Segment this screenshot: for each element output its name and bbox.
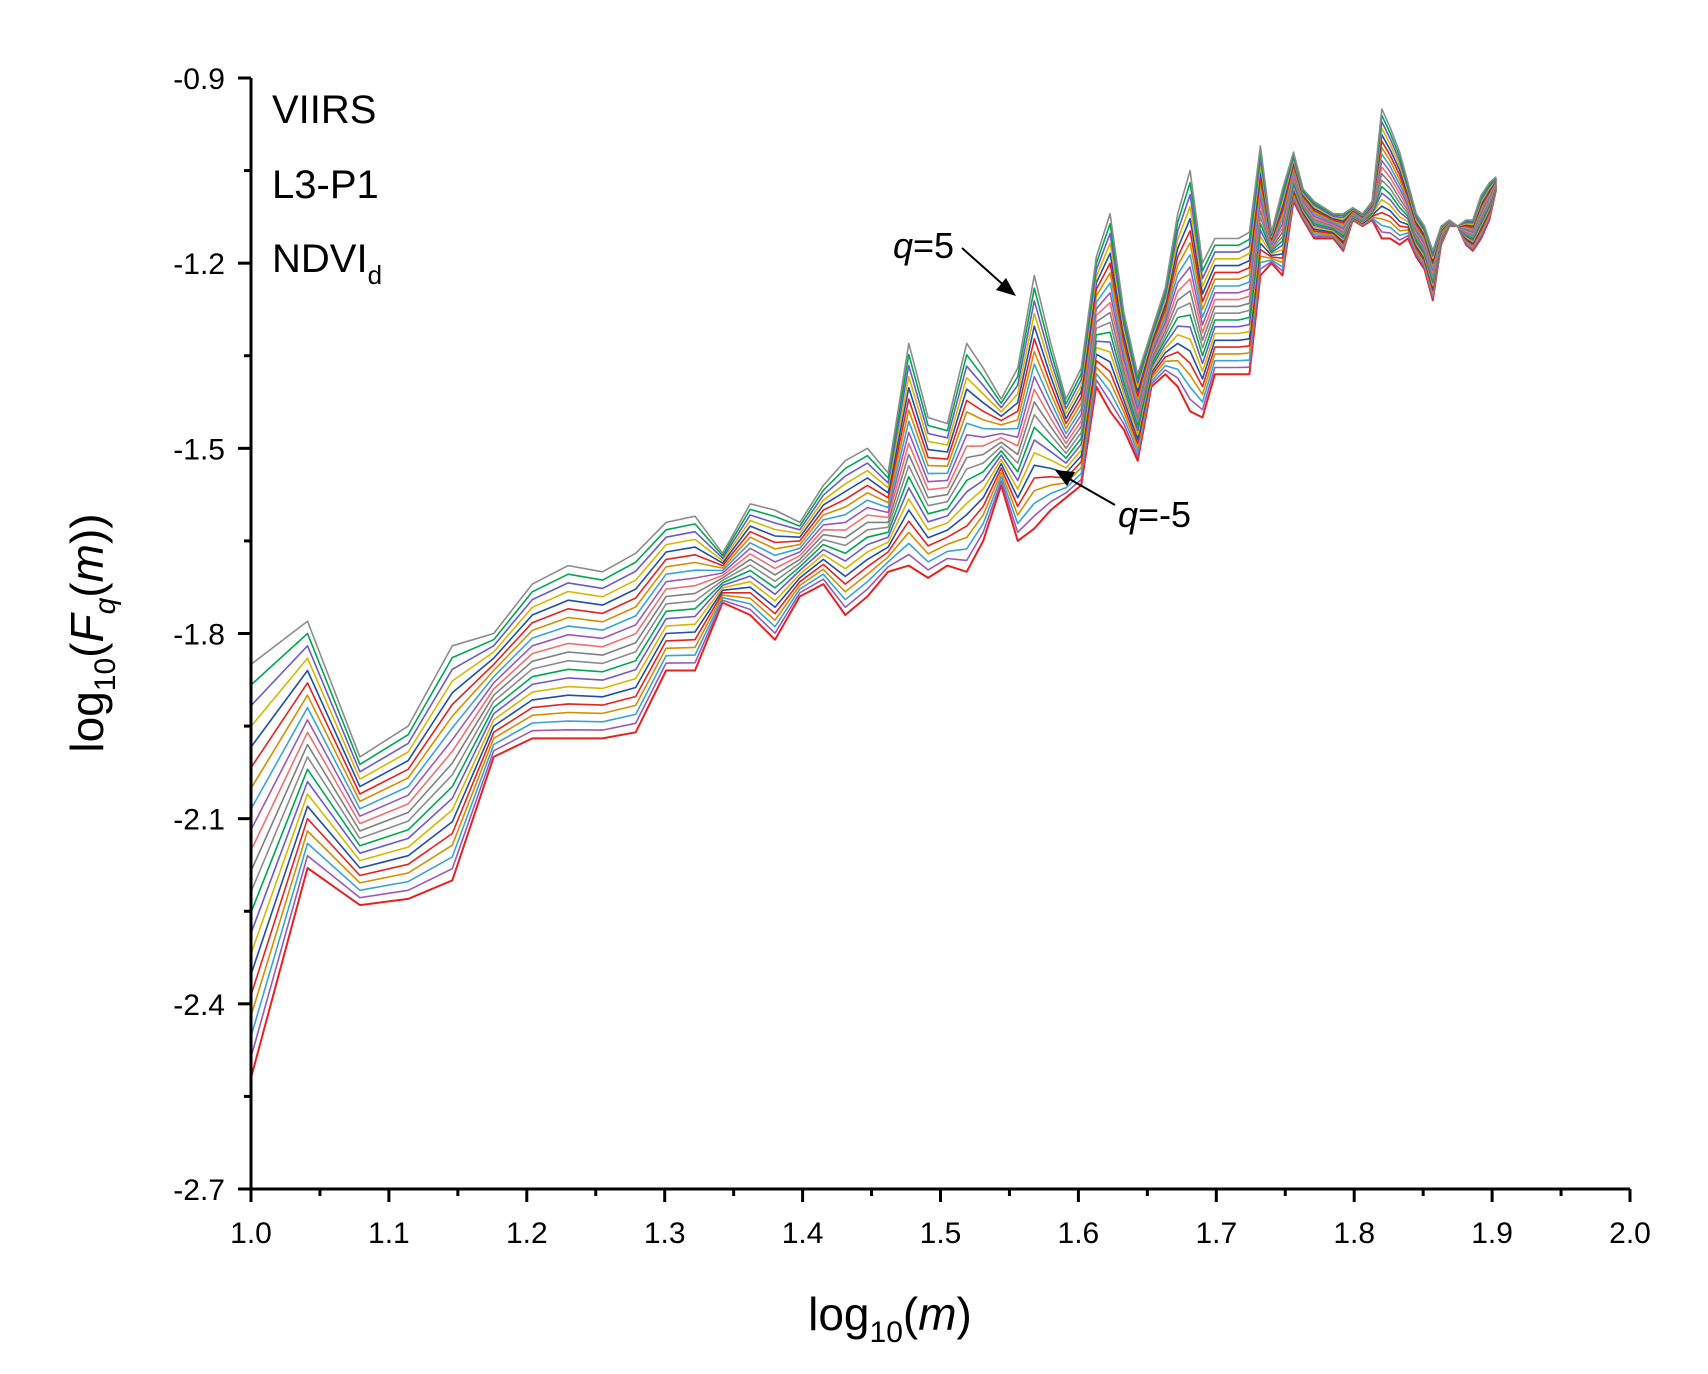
series-line-q-3.5 [250, 187, 1497, 1017]
q-max-arrowhead [996, 278, 1016, 296]
y-tick-label: -2.1 [173, 804, 225, 837]
series-line-q-5 [250, 188, 1498, 1079]
series-line-q0 [250, 172, 1497, 872]
y-tick-label: -1.2 [173, 248, 225, 281]
x-tick-label: 1.0 [230, 1217, 272, 1250]
q-max-arrow [961, 247, 1009, 290]
y-tick-label: -2.7 [173, 1174, 225, 1207]
q-min-label: q=-5 [1118, 494, 1191, 535]
x-ticks: 1.0 1.1 1.2 1.3 1.4 1.5 1.6 1.7 1.8 1.9 2.0 [230, 1189, 1651, 1250]
y-ticks: -0.9 -1.2 -1.5 -1.8 -2.1 -2.4 -2.7 [173, 63, 251, 1207]
x-axis-title: log10(m) [808, 1288, 972, 1349]
y-axis-title: log10(Fq(m)) [61, 513, 122, 752]
y-tick-label: -0.9 [173, 63, 225, 96]
series-line-q-3 [250, 186, 1497, 996]
x-tick-label: 1.4 [782, 1217, 824, 1250]
y-tick-label: -1.5 [173, 433, 225, 466]
q-min-arrowhead [1055, 470, 1075, 486]
annotation-line-3: NDVId [272, 237, 382, 290]
q-min-arrow [1065, 476, 1116, 506]
series-line-q2.5 [250, 140, 1497, 795]
series-line-q-1.5 [250, 183, 1497, 934]
x-tick-label: 1.9 [1471, 1217, 1513, 1250]
series-line-q5 [250, 108, 1497, 758]
x-tick-label: 2.0 [1609, 1217, 1651, 1250]
x-tick-label: 1.1 [368, 1217, 410, 1250]
series-group [250, 108, 1498, 1079]
annotation-line-2: L3-P1 [272, 163, 379, 207]
x-tick-label: 1.3 [644, 1217, 686, 1250]
q-max-label: q=5 [893, 225, 954, 266]
x-tick-label: 1.7 [1195, 1217, 1237, 1250]
x-tick-label: 1.8 [1333, 1217, 1375, 1250]
y-tick-label: -1.8 [173, 619, 225, 652]
y-tick-label: -2.4 [173, 989, 225, 1022]
dataset-annotation: VIIRS L3-P1 NDVId [272, 88, 382, 290]
x-tick-label: 1.5 [920, 1217, 962, 1250]
series-line-q3 [250, 134, 1497, 788]
series-line-q4 [250, 121, 1497, 773]
series-line-q-2.5 [250, 185, 1497, 975]
annotation-line-1: VIIRS [272, 88, 376, 132]
series-line-q-4 [250, 187, 1497, 1037]
x-tick-label: 1.2 [506, 1217, 548, 1250]
series-line-q4.5 [250, 114, 1497, 766]
x-tick-label: 1.6 [1058, 1217, 1100, 1250]
series-line-q-4.5 [250, 188, 1497, 1058]
series-line-q-1 [250, 180, 1497, 913]
